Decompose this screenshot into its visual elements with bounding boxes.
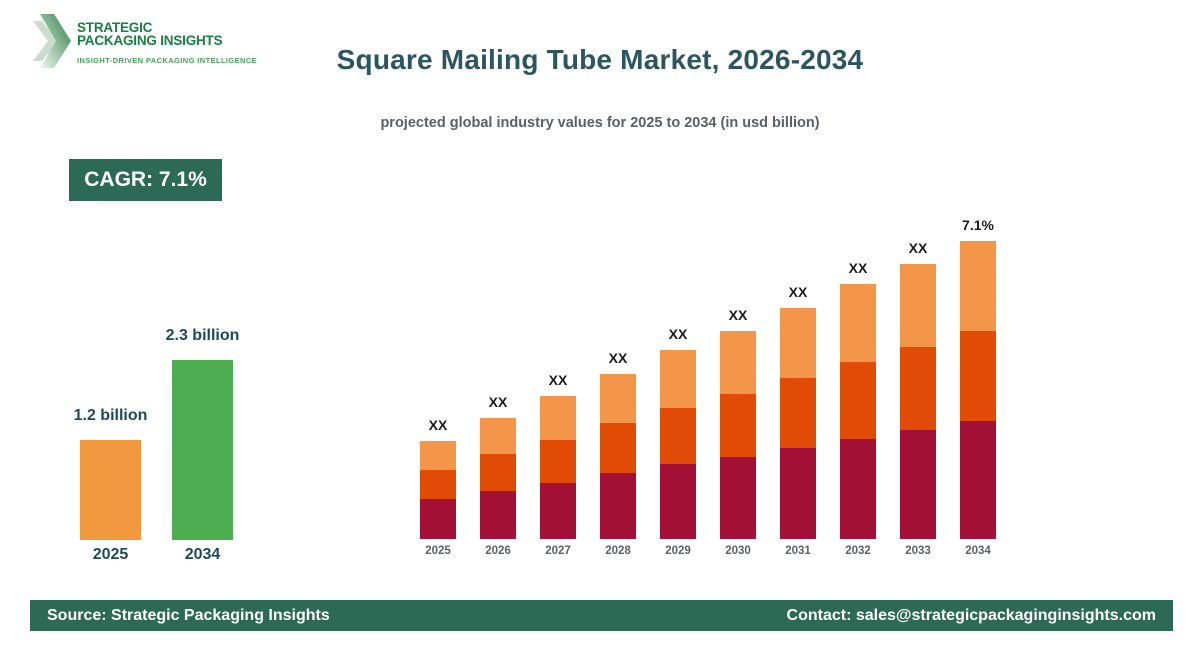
segment-bottom: [420, 499, 456, 539]
segment-middle: [420, 470, 456, 499]
brand-text-block: STRATEGIC PACKAGING INSIGHTS INSIGHT-DRI…: [77, 14, 257, 65]
summary-bar-column-2034: 2.3 billion 2034: [166, 327, 240, 566]
stacked-bar-year-label: 2029: [665, 545, 691, 557]
segment-bottom: [480, 491, 516, 539]
cagr-badge: CAGR: 7.1%: [69, 159, 222, 201]
stacked-bar-2026: [480, 418, 516, 539]
summary-bar-year-label: 2025: [92, 546, 129, 563]
stacked-bar-year-label: 2034: [965, 545, 991, 557]
segment-top: [660, 350, 696, 408]
brand-name-line2: PACKAGING INSIGHTS: [77, 32, 223, 48]
segment-top: [720, 331, 756, 394]
stacked-bar-2033: [900, 264, 936, 539]
segment-top: [480, 418, 516, 454]
segment-bottom: [600, 473, 636, 539]
stacked-bar-value-label: XX: [428, 417, 448, 433]
summary-bar-value-label: 1.2 billion: [73, 407, 148, 424]
stacked-bar-column-2030: XX 2030: [720, 307, 756, 558]
segment-middle: [780, 378, 816, 448]
stacked-bar-value-label: XX: [488, 394, 508, 410]
segment-middle: [960, 331, 996, 421]
stacked-bar-column-2034: 7.1% 2034: [960, 217, 996, 558]
brand-logo: STRATEGIC PACKAGING INSIGHTS INSIGHT-DRI…: [33, 14, 257, 68]
stacked-bar-column-2031: XX 2031: [780, 284, 816, 558]
stacked-bar-2025: [420, 441, 456, 539]
segment-middle: [660, 408, 696, 464]
segment-middle: [600, 423, 636, 473]
stacked-bar-year-label: 2032: [845, 545, 871, 557]
segment-middle: [840, 362, 876, 439]
segment-bottom: [840, 439, 876, 539]
brand-chevron-icon: [33, 14, 71, 68]
stacked-bar-value-label: XX: [788, 284, 808, 300]
stacked-bar-chart: XX 2025 XX 2026 XX 2027 XX 2028 XX 2029 XX 2030 XX 20…: [420, 198, 996, 558]
segment-middle: [540, 440, 576, 483]
stacked-bar-year-label: 2030: [725, 545, 751, 557]
segment-top: [900, 264, 936, 347]
segment-top: [840, 284, 876, 362]
stacked-bar-column-2033: XX 2033: [900, 240, 936, 558]
segment-middle: [480, 454, 516, 491]
stacked-bar-column-2026: XX 2026: [480, 394, 516, 558]
stacked-bar-value-label: XX: [848, 260, 868, 276]
stacked-bar-2027: [540, 396, 576, 539]
segment-top: [420, 441, 456, 470]
stacked-bar-2030: [720, 331, 756, 539]
segment-top: [960, 241, 996, 331]
footer-bar: Source: Strategic Packaging Insights Con…: [30, 600, 1173, 631]
segment-bottom: [720, 457, 756, 539]
stacked-bar-year-label: 2025: [425, 545, 451, 557]
segment-bottom: [660, 464, 696, 539]
summary-bar-column-2025: 1.2 billion 2025: [74, 407, 148, 566]
summary-bar-2034: [172, 360, 233, 540]
stacked-bar-year-label: 2026: [485, 545, 511, 557]
stacked-bar-2029: [660, 350, 696, 539]
stacked-bar-2028: [600, 374, 636, 539]
segment-top: [600, 374, 636, 423]
page-subtitle: projected global industry values for 202…: [380, 115, 820, 131]
segment-top: [780, 308, 816, 378]
stacked-bar-value-label: XX: [668, 326, 688, 342]
stacked-bar-2032: [840, 284, 876, 539]
stacked-bar-value-label: 7.1%: [962, 217, 994, 233]
summary-bar-chart: 1.2 billion 2025 2.3 billion 2034: [74, 320, 240, 566]
segment-bottom: [780, 448, 816, 539]
stacked-bar-year-label: 2033: [905, 545, 931, 557]
segment-middle: [720, 394, 756, 457]
footer-source-text: Source: Strategic Packaging Insights: [47, 606, 330, 624]
stacked-bar-year-label: 2027: [545, 545, 571, 557]
page-title: Square Mailing Tube Market, 2026-2034: [336, 44, 864, 75]
stacked-bar-value-label: XX: [608, 350, 628, 366]
stacked-bar-year-label: 2031: [785, 545, 811, 557]
segment-middle: [900, 347, 936, 430]
stacked-bar-column-2025: XX 2025: [420, 417, 456, 558]
stacked-bar-column-2032: XX 2032: [840, 260, 876, 558]
stacked-bar-value-label: XX: [548, 372, 568, 388]
segment-bottom: [540, 483, 576, 539]
segment-bottom: [900, 430, 936, 539]
stacked-bar-column-2027: XX 2027: [540, 372, 576, 558]
summary-bar-2025: [80, 440, 141, 540]
footer-contact-text: Contact: sales@strategicpackaginginsight…: [786, 606, 1156, 624]
brand-tagline: INSIGHT-DRIVEN PACKAGING INTELLIGENCE: [77, 56, 258, 65]
stacked-bar-2031: [780, 308, 816, 539]
segment-top: [540, 396, 576, 440]
segment-bottom: [960, 421, 996, 539]
stacked-bar-column-2029: XX 2029: [660, 326, 696, 558]
stacked-bar-value-label: XX: [728, 307, 748, 323]
summary-bar-year-label: 2034: [184, 546, 221, 563]
stacked-bar-year-label: 2028: [605, 545, 631, 557]
summary-bar-value-label: 2.3 billion: [165, 327, 240, 344]
stacked-bar-column-2028: XX 2028: [600, 350, 636, 558]
brand-name-line1: STRATEGIC: [77, 20, 153, 35]
stacked-bar-2034: [960, 241, 996, 539]
stacked-bar-value-label: XX: [908, 240, 928, 256]
